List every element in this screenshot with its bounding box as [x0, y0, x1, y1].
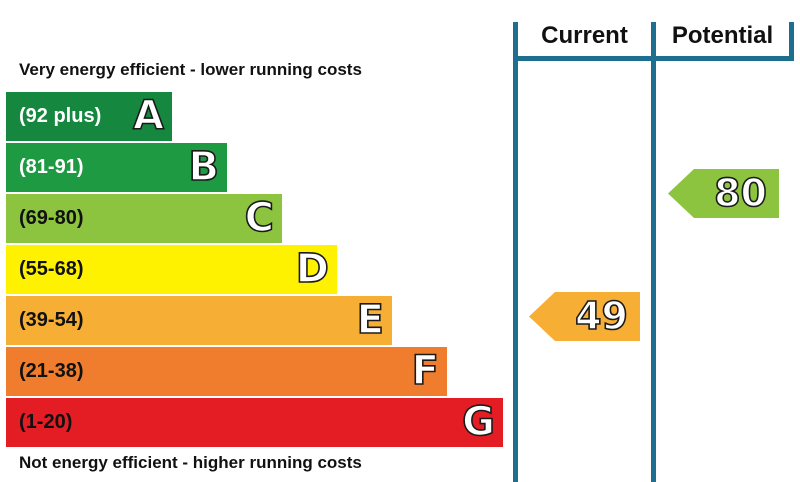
arrow-fill	[529, 292, 640, 341]
potential-column-header: Potential	[671, 22, 774, 49]
band-range-label: (1-20)	[19, 411, 73, 433]
current-rating-value: 49	[574, 293, 628, 339]
band-a: (92 plus) A	[6, 92, 172, 141]
arrow-shape	[668, 169, 779, 218]
column-divider-middle	[651, 22, 656, 482]
band-range-label: (81-91)	[19, 156, 84, 178]
header-underline	[513, 56, 794, 61]
band-range-label: (55-68)	[19, 258, 84, 280]
band-range-label: (21-38)	[19, 360, 84, 382]
potential-rating-arrow: 80	[668, 169, 779, 218]
band-e: (39-54) E	[6, 296, 392, 345]
band-b: (81-91) B	[6, 143, 227, 192]
band-letter: B	[188, 143, 220, 191]
top-caption: Very energy efficient - lower running co…	[19, 60, 362, 79]
current-column-header: Current	[541, 22, 628, 49]
band-letter: D	[295, 245, 330, 293]
current-rating-arrow: 49	[529, 292, 640, 341]
band-letter: C	[244, 194, 275, 242]
band-g: (1-20) G	[6, 398, 503, 447]
arrow-shape	[529, 292, 640, 341]
band-d: (55-68) D	[6, 245, 337, 294]
band-f: (21-38) F	[6, 347, 447, 396]
arrow-fill	[668, 169, 779, 218]
column-divider-right	[789, 22, 794, 60]
band-range-label: (39-54)	[19, 309, 84, 331]
band-letter: G	[461, 398, 495, 446]
band-range-label: (69-80)	[19, 207, 84, 229]
column-divider-left	[513, 22, 518, 482]
potential-rating-value: 80	[713, 170, 767, 216]
band-range-label: (92 plus)	[19, 105, 102, 127]
bottom-caption: Not energy efficient - higher running co…	[19, 453, 362, 472]
band-letter: A	[132, 92, 165, 140]
band-letter: E	[356, 296, 385, 344]
band-c: (69-80) C	[6, 194, 282, 243]
band-letter: F	[411, 347, 440, 395]
